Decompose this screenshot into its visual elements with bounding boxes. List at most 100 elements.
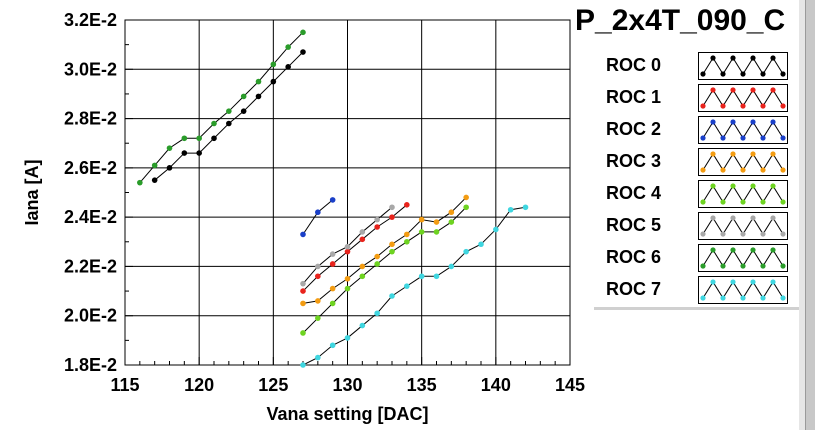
data-point: [240, 108, 247, 114]
data-point: [181, 150, 188, 156]
legend-item: ROC 2: [594, 112, 799, 144]
data-point: [270, 78, 277, 85]
data-point: [300, 231, 306, 238]
series-roc-3: [300, 194, 469, 307]
data-point: [389, 241, 395, 248]
series-roc-1: [300, 202, 410, 294]
data-point: [329, 342, 336, 349]
data-point: [300, 29, 306, 36]
grid-lines: [125, 20, 570, 365]
data-point: [404, 231, 410, 238]
series-roc-6: [137, 29, 306, 186]
series-line: [139, 31, 304, 183]
legend-item: ROC 0: [594, 48, 799, 80]
data-point: [211, 120, 217, 127]
legend-swatch: [698, 244, 788, 272]
legend-label: ROC 6: [606, 247, 662, 267]
data-point: [211, 135, 217, 142]
legend-item: ROC 1: [594, 80, 799, 112]
data-point: [344, 285, 351, 292]
legend-item: ROC 6: [594, 240, 799, 272]
data-point: [315, 209, 321, 216]
legend: ROC 0 ROC 1 ROC 2 ROC 3 ROC 4 ROC 5 ROC 6 ROC 7: [594, 45, 802, 310]
legend-label: ROC 4: [606, 183, 662, 203]
y-tick-label: 2.4E-2: [64, 207, 117, 227]
series-roc-0: [151, 49, 306, 183]
legend-item: ROC 4: [594, 176, 799, 208]
data-point: [344, 275, 351, 282]
data-point: [255, 93, 262, 100]
window-edge: [799, 0, 815, 430]
data-point: [329, 261, 336, 267]
data-point: [374, 224, 380, 230]
data-point: [300, 362, 306, 368]
data-point: [344, 248, 351, 255]
data-point: [463, 248, 469, 255]
series-roc-4: [300, 204, 469, 336]
legend-swatch: [698, 180, 788, 208]
series-line: [154, 51, 304, 181]
x-axis-label: Vana setting [DAC]: [266, 404, 428, 424]
legend-item: ROC 5: [594, 208, 799, 240]
data-point: [300, 288, 306, 294]
data-point: [418, 273, 425, 280]
data-point: [300, 330, 306, 336]
data-point: [151, 177, 158, 183]
data-point: [226, 108, 232, 114]
data-point: [255, 78, 262, 85]
series-line: [302, 206, 526, 366]
data-point: [315, 273, 321, 280]
data-point: [359, 263, 366, 270]
x-tick-label: 140: [481, 375, 511, 395]
x-tick-label: 135: [407, 375, 437, 395]
data-point: [389, 293, 395, 299]
y-axis-label: Iana [A]: [22, 159, 42, 225]
data-point: [300, 49, 306, 55]
data-point: [359, 236, 366, 243]
data-point: [226, 120, 232, 127]
data-point: [522, 204, 529, 211]
legend-label: ROC 2: [606, 119, 662, 139]
data-point: [359, 273, 366, 280]
data-point: [181, 135, 188, 142]
legend-swatch: [698, 52, 788, 80]
legend-swatch: [698, 116, 788, 144]
data-point: [166, 165, 173, 171]
x-tick-label: 125: [258, 375, 288, 395]
data-point: [315, 298, 321, 304]
data-point: [478, 241, 484, 248]
x-tick-label: 120: [184, 375, 214, 395]
legend-label: ROC 5: [606, 215, 662, 235]
data-point: [344, 335, 351, 341]
y-tick-label: 2.8E-2: [64, 109, 117, 129]
data-point: [329, 285, 336, 292]
series-line: [302, 204, 408, 292]
data-point: [448, 219, 455, 225]
data-point: [433, 273, 440, 280]
data-point: [493, 226, 499, 233]
y-axis-ticks: 1.8E-2 2.0E-2 2.2E-2 2.4E-2 2.6E-2 2.8E-2 3.0E…: [64, 10, 133, 375]
data-point: [418, 229, 425, 235]
y-tick-label: 2.0E-2: [64, 306, 117, 326]
data-point: [404, 238, 410, 245]
y-tick-label: 2.2E-2: [64, 256, 117, 276]
data-point: [418, 216, 425, 223]
data-point: [315, 263, 321, 270]
x-tick-label: 130: [332, 375, 362, 395]
legend-swatch: [698, 276, 788, 304]
y-tick-label: 3.2E-2: [64, 10, 117, 30]
data-point: [196, 135, 202, 142]
legend-label: ROC 0: [606, 55, 662, 75]
data-point: [448, 209, 455, 216]
legend-label: ROC 1: [606, 87, 662, 107]
x-axis-ticks: 115 120 125 130 135 140 145: [110, 357, 585, 395]
legend-swatch: [698, 84, 788, 112]
series-roc-7: [300, 204, 529, 368]
data-point: [315, 354, 321, 361]
data-point: [329, 251, 336, 257]
data-point: [359, 322, 366, 329]
series-roc-5: [300, 204, 395, 287]
data-point: [285, 64, 291, 70]
data-point: [329, 300, 336, 307]
data-point: [329, 197, 336, 203]
